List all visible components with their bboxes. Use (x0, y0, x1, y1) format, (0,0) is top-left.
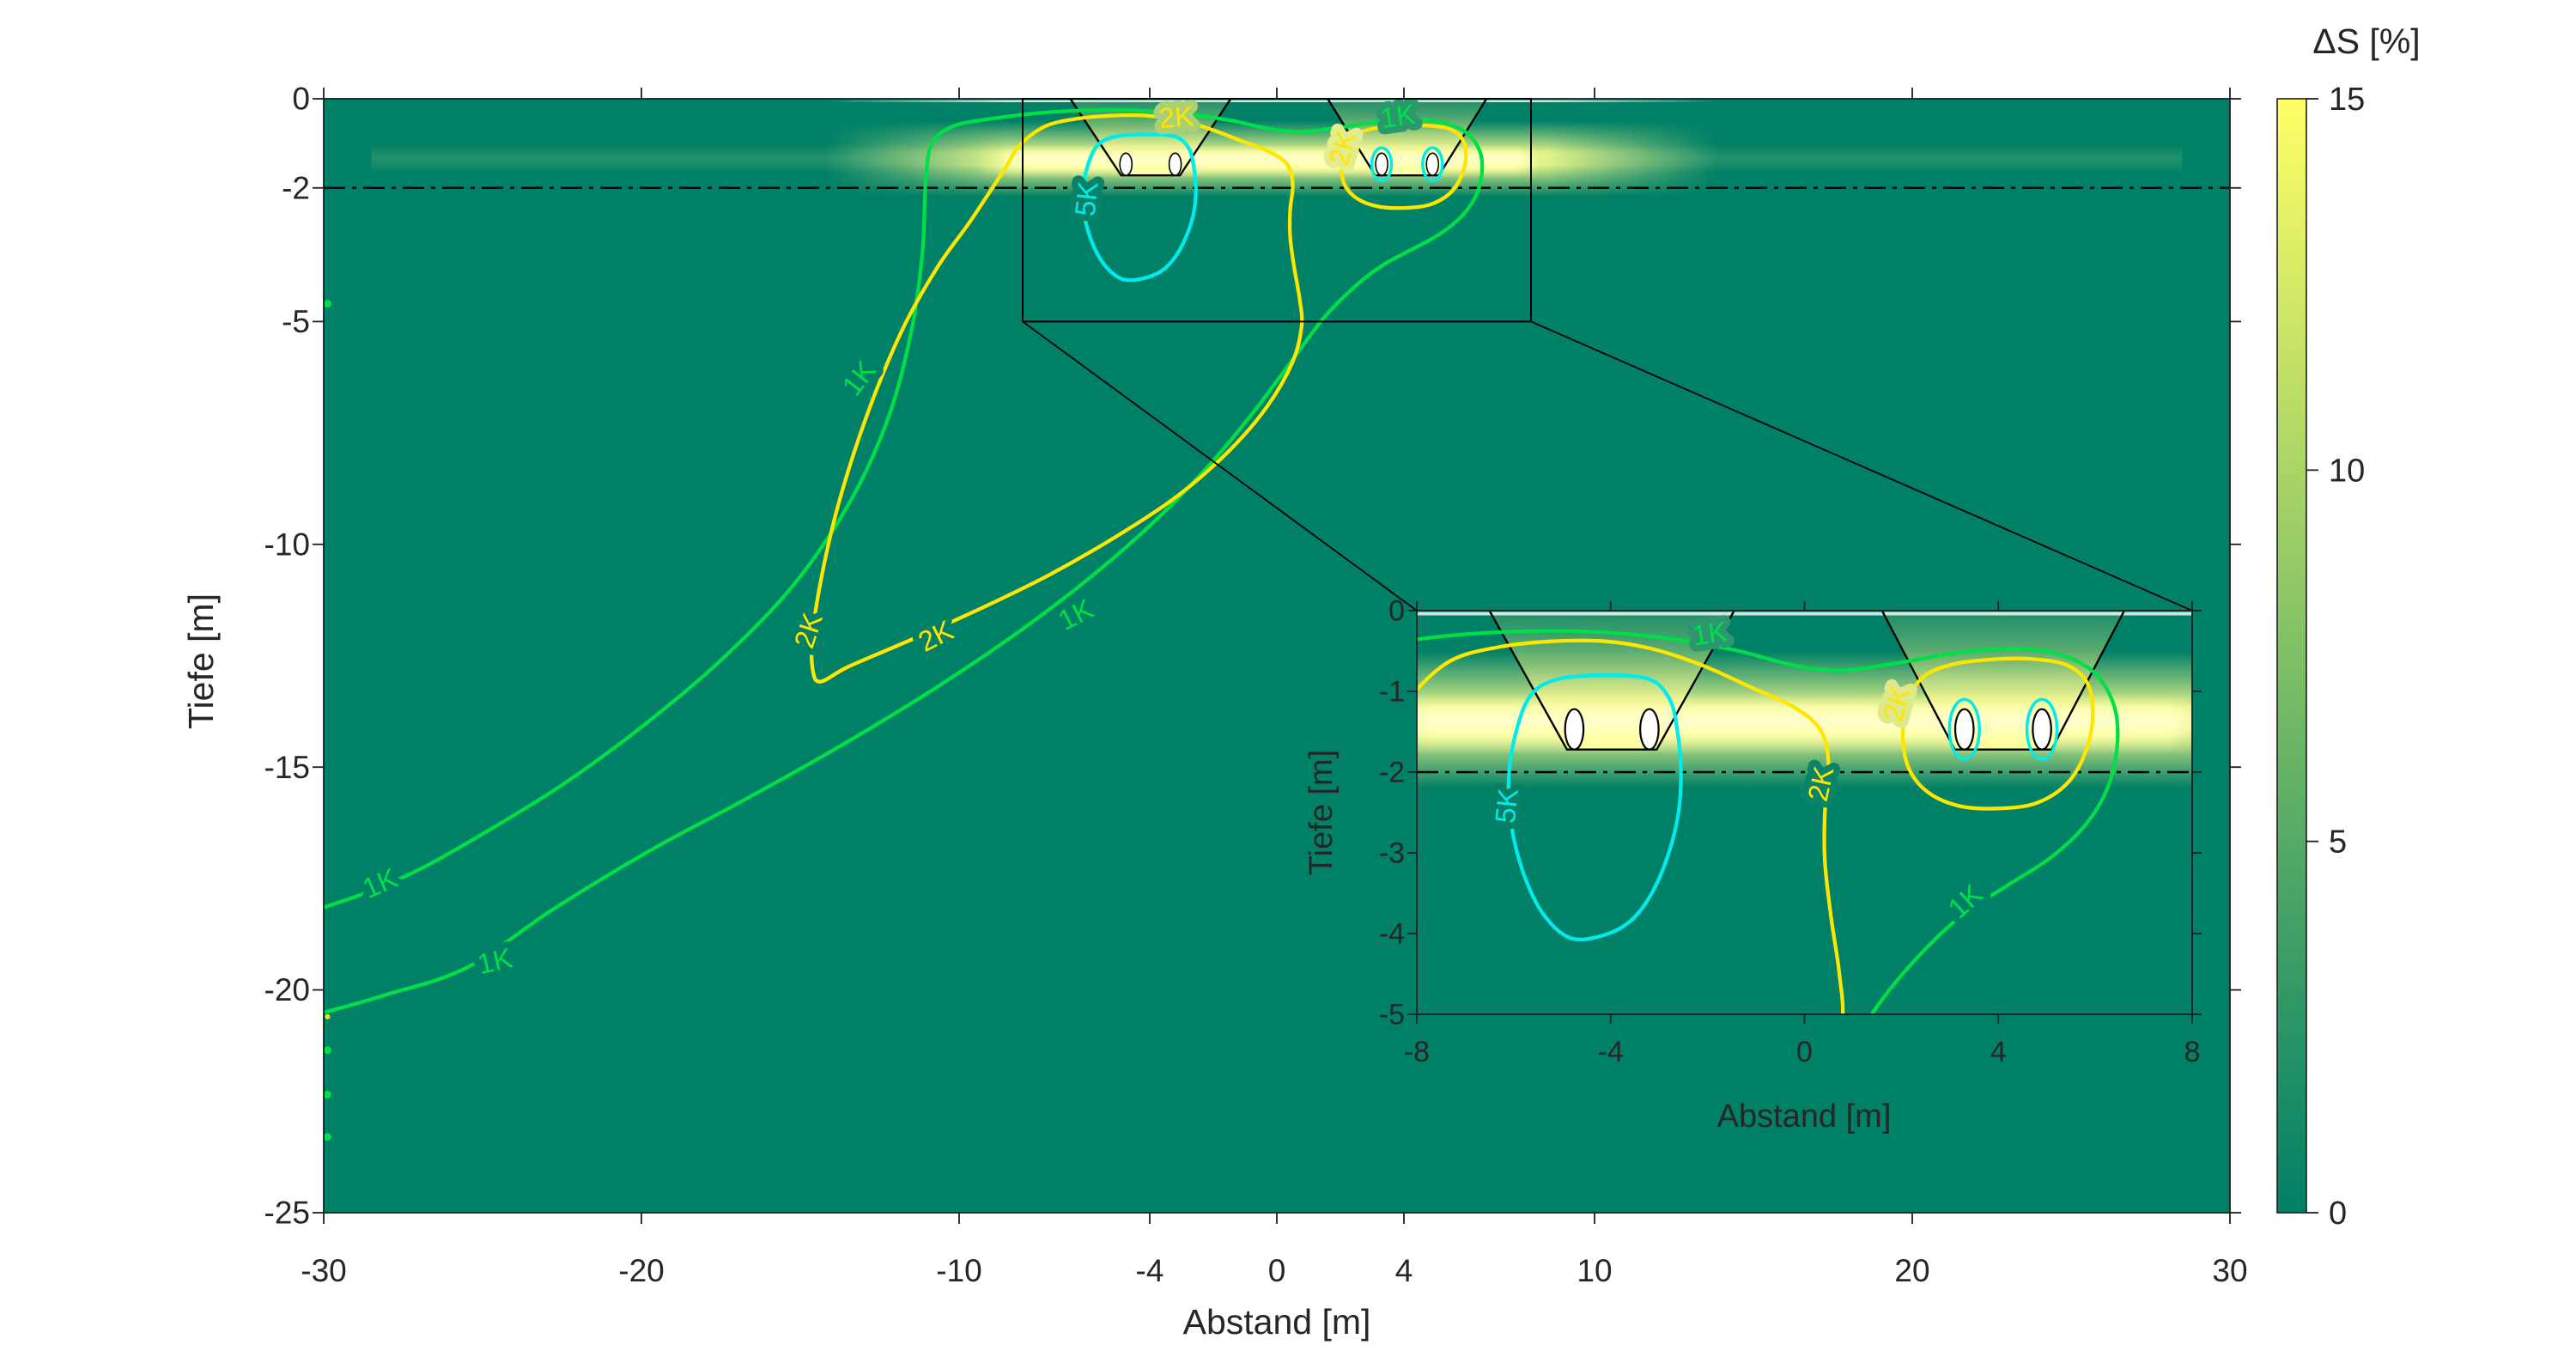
main-y-tick-label: -10 (264, 526, 310, 562)
main-contour-line-2k (1339, 123, 1468, 210)
main-y-tick-label: -15 (264, 750, 310, 785)
main-contour-ring-5k (1370, 146, 1394, 183)
main-y-tick-label: -20 (264, 972, 310, 1007)
main-axes: -30 -20 -10 -4 0 4 10 20 300-2-5-10-15-20-25 (264, 82, 2248, 1288)
main-y-tick-label: -2 (282, 170, 310, 205)
contour-edge-speck (324, 1046, 331, 1055)
main-pipe (1168, 152, 1182, 177)
inset-heat-band (1417, 703, 2192, 739)
inset-y-tick-label: -2 (1379, 757, 1405, 789)
zoom-connector-right (1530, 320, 2193, 612)
contour-edge-speck (324, 1091, 331, 1099)
inset-surface-highlight (1417, 612, 2192, 616)
inset-x-tick-label: 8 (2184, 1036, 2201, 1068)
colorbar: 15 10 5 0 (2276, 82, 2365, 1232)
inset-trench-outline (1488, 611, 1735, 751)
main-x-tick-label: -4 (1136, 1253, 1164, 1288)
main-contour-line-1k (324, 107, 1485, 1014)
main-surface-highlight (832, 100, 1722, 102)
main-contour-ring-5k (1421, 146, 1444, 183)
main-contour-label-1k: 1K (1378, 98, 1417, 134)
main-pipe (1375, 152, 1388, 177)
main-y-axis-label: Tiefe [m] (181, 593, 221, 729)
inset-x-tick-label: 4 (1990, 1036, 2007, 1068)
inset-plot-area (1417, 611, 2192, 1014)
main-y-tick-label: 0 (292, 82, 310, 117)
main-x-tick-label: 30 (2212, 1253, 2247, 1288)
main-pipe (1119, 152, 1133, 177)
inset-contour-line-5k (1506, 673, 1683, 942)
contour-edge-speck (325, 1013, 331, 1019)
main-contour-line-2k (810, 113, 1304, 684)
inset-pipe (1564, 708, 1585, 751)
inset-contour-label-1k: 1K (1690, 615, 1728, 651)
main-pipe (1425, 152, 1440, 177)
inset-pipe (1953, 708, 1975, 751)
colorbar-tick-label: 5 (2329, 825, 2347, 861)
inset-axes: -8 -4 0 4 8 0 -1 -2 -3 -4 -5 (1379, 595, 2202, 1068)
main-trench-outline (1069, 99, 1232, 177)
main-y-tick-label: -5 (282, 304, 310, 339)
inset-contour-label-5k: 5K (1489, 787, 1524, 825)
main-heat-band (1003, 149, 1547, 169)
inset-y-tick-label: -5 (1379, 999, 1405, 1031)
zoom-connector-left (1022, 320, 1418, 612)
inset-contour-ring-5k (1947, 697, 1981, 761)
colorbar-tick-label: 15 (2329, 82, 2365, 118)
inset-x-tick-label: 0 (1796, 1036, 1813, 1068)
inset-x-axis-label: Abstand [m] (1717, 1098, 1892, 1135)
inset-x-tick-label: -4 (1598, 1036, 1624, 1068)
main-x-tick-label: 10 (1577, 1253, 1612, 1288)
main-contour-label-2k: 2K (1157, 100, 1194, 134)
zoom-box (1022, 98, 1532, 323)
colorbar-title: ΔS [%] (2312, 21, 2420, 61)
inset-y-tick-label: -1 (1379, 676, 1405, 709)
inset-y-tick-label: -4 (1379, 918, 1405, 951)
inset-pipe (1639, 708, 1660, 751)
main-x-axis-label: Abstand [m] (1183, 1302, 1371, 1342)
colorbar-gradient (2276, 98, 2307, 1214)
contour-edge-speck (324, 300, 331, 308)
inset-y-tick-label: -3 (1379, 837, 1405, 870)
main-y-tick-label: -25 (264, 1196, 310, 1231)
inset-contour-ring-5k (2025, 697, 2059, 761)
colorbar-tick-label: 10 (2329, 453, 2365, 489)
main-x-tick-label: 0 (1268, 1253, 1286, 1288)
inset-contour-line-2k (1900, 656, 2095, 811)
main-contour-label-5k: 5K (1069, 180, 1104, 217)
inset-contour-line-2k (1417, 638, 1845, 1014)
contour-edge-speck (324, 1133, 331, 1141)
main-x-tick-label: 4 (1395, 1253, 1413, 1288)
inset-y-axis-label: Tiefe [m] (1303, 750, 1340, 875)
inset-x-tick-label: -8 (1404, 1036, 1430, 1068)
colorbar-tick-label: 0 (2329, 1196, 2347, 1232)
inset-y-tick-label: 0 (1388, 595, 1405, 628)
main-contour-line-5k (1080, 132, 1198, 283)
main-x-tick-label: -30 (301, 1253, 346, 1288)
main-x-tick-label: 20 (1894, 1253, 1929, 1288)
main-x-tick-label: -20 (618, 1253, 664, 1288)
inset-contour-line-1k (1417, 629, 2120, 1014)
main-x-tick-label: -10 (936, 1253, 981, 1288)
inset-pipe (2032, 708, 2052, 751)
